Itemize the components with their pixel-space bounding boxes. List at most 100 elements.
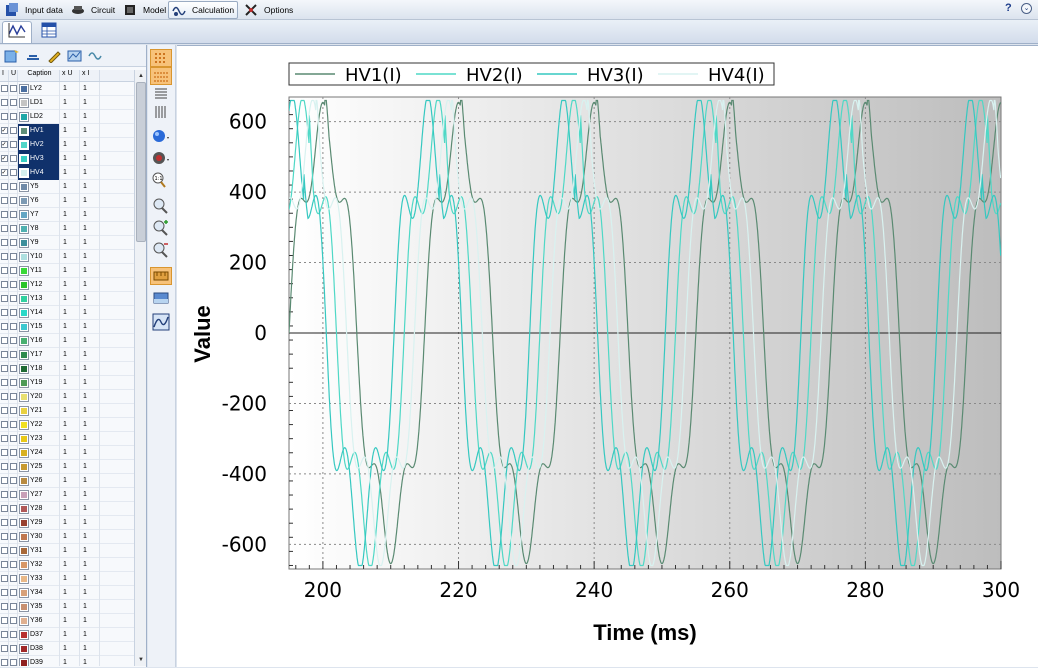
caption-cell[interactable]: Y34 — [18, 585, 60, 600]
scale-i-cell[interactable]: 1 — [80, 417, 100, 432]
scale-u-cell[interactable]: 1 — [60, 277, 80, 292]
current-checkbox[interactable] — [0, 337, 8, 344]
caption-cell[interactable]: Y11 — [18, 263, 60, 278]
voltage-checkbox-cell[interactable] — [9, 501, 18, 516]
voltage-checkbox[interactable] — [9, 617, 17, 624]
zoom-1to1-button[interactable]: 1:1 — [150, 171, 172, 189]
waveform-style-button[interactable] — [87, 48, 105, 64]
current-checkbox-cell[interactable] — [0, 249, 9, 264]
current-checkbox-cell[interactable] — [0, 529, 9, 544]
menu-calculation[interactable]: Calculation — [168, 1, 239, 19]
signal-row[interactable]: D38 1 1 — [0, 641, 134, 656]
current-checkbox-cell[interactable] — [0, 655, 9, 666]
signal-row[interactable]: Y33 1 1 — [0, 571, 134, 586]
voltage-checkbox[interactable] — [9, 477, 17, 484]
voltage-checkbox-cell[interactable] — [9, 361, 18, 376]
scale-i-cell[interactable]: 1 — [80, 221, 100, 236]
color-swatch[interactable] — [19, 335, 29, 346]
scale-i-cell[interactable]: 1 — [80, 515, 100, 530]
scale-u-cell[interactable]: 1 — [60, 487, 80, 502]
scale-u-cell[interactable]: 1 — [60, 557, 80, 572]
current-checkbox-cell[interactable] — [0, 95, 9, 110]
scale-u-cell[interactable]: 1 — [60, 319, 80, 334]
scale-i-cell[interactable]: 1 — [80, 263, 100, 278]
caption-cell[interactable]: Y5 — [18, 179, 60, 194]
current-checkbox[interactable] — [0, 197, 8, 204]
current-checkbox[interactable]: ✓ — [0, 169, 8, 176]
series-line-1[interactable] — [289, 99, 1001, 565]
color-swatch[interactable] — [19, 363, 29, 374]
voltage-checkbox-cell[interactable] — [9, 291, 18, 306]
signal-row[interactable]: Y8 1 1 — [0, 221, 134, 236]
voltage-checkbox-cell[interactable] — [9, 193, 18, 208]
scale-u-cell[interactable]: 1 — [60, 473, 80, 488]
voltage-checkbox[interactable] — [9, 225, 17, 232]
background-button[interactable] — [150, 289, 172, 307]
current-checkbox[interactable] — [0, 519, 8, 526]
col-header-i[interactable]: I — [0, 70, 9, 81]
signal-row[interactable]: ✓ HV4 1 1 — [0, 165, 134, 180]
voltage-checkbox[interactable] — [9, 505, 17, 512]
signal-settings-button[interactable] — [24, 48, 42, 64]
scale-u-cell[interactable]: 1 — [60, 263, 80, 278]
scale-i-cell[interactable]: 1 — [80, 613, 100, 628]
voltage-checkbox-cell[interactable] — [9, 641, 18, 656]
scale-i-cell[interactable]: 1 — [80, 375, 100, 390]
current-checkbox-cell[interactable] — [0, 333, 9, 348]
current-checkbox[interactable] — [0, 449, 8, 456]
scale-u-cell[interactable]: 1 — [60, 641, 80, 656]
voltage-checkbox-cell[interactable] — [9, 403, 18, 418]
current-checkbox[interactable] — [0, 323, 8, 330]
color-swatch[interactable] — [19, 643, 29, 654]
voltage-checkbox[interactable] — [9, 113, 17, 120]
scale-u-cell[interactable]: 1 — [60, 585, 80, 600]
scale-i-cell[interactable]: 1 — [80, 333, 100, 348]
voltage-checkbox-cell[interactable] — [9, 445, 18, 460]
voltage-checkbox[interactable] — [9, 197, 17, 204]
voltage-checkbox[interactable] — [9, 575, 17, 582]
caption-cell[interactable]: LD2 — [18, 109, 60, 124]
scale-i-cell[interactable]: 1 — [80, 431, 100, 446]
current-checkbox[interactable] — [0, 505, 8, 512]
scale-i-cell[interactable]: 1 — [80, 403, 100, 418]
color-swatch[interactable] — [19, 461, 29, 472]
voltage-checkbox-cell[interactable] — [9, 655, 18, 666]
current-checkbox[interactable] — [0, 239, 8, 246]
series-line-3[interactable] — [289, 99, 1001, 567]
scroll-down-arrow-icon[interactable]: ▼ — [138, 657, 144, 663]
scale-i-cell[interactable]: 1 — [80, 585, 100, 600]
scale-u-cell[interactable]: 1 — [60, 235, 80, 250]
scale-i-cell[interactable]: 1 — [80, 347, 100, 362]
scale-i-cell[interactable]: 1 — [80, 627, 100, 642]
voltage-checkbox[interactable] — [9, 533, 17, 540]
voltage-checkbox[interactable] — [9, 85, 17, 92]
current-checkbox-cell[interactable] — [0, 277, 9, 292]
voltage-checkbox-cell[interactable] — [9, 305, 18, 320]
voltage-checkbox[interactable] — [9, 239, 17, 246]
signal-row[interactable]: LY2 1 1 — [0, 82, 134, 96]
caption-cell[interactable]: HV2 — [18, 137, 60, 152]
current-checkbox[interactable] — [0, 351, 8, 358]
voltage-checkbox-cell[interactable] — [9, 613, 18, 628]
caption-cell[interactable]: Y31 — [18, 543, 60, 558]
voltage-checkbox-cell[interactable] — [9, 137, 18, 152]
scale-u-cell[interactable]: 1 — [60, 613, 80, 628]
scale-u-cell[interactable]: 1 — [60, 179, 80, 194]
scale-u-cell[interactable]: 1 — [60, 165, 80, 180]
color-swatch[interactable] — [19, 195, 29, 206]
signal-row[interactable]: D39 1 1 — [0, 655, 134, 666]
signal-row[interactable]: LD1 1 1 — [0, 95, 134, 110]
caption-cell[interactable]: D39 — [18, 655, 60, 666]
signal-row[interactable]: Y15 1 1 — [0, 319, 134, 334]
voltage-checkbox[interactable] — [9, 211, 17, 218]
color-swatch[interactable] — [19, 307, 29, 318]
caption-cell[interactable]: Y33 — [18, 571, 60, 586]
color-swatch[interactable] — [19, 167, 29, 178]
scale-u-cell[interactable]: 1 — [60, 151, 80, 166]
signal-grid-scrollbar[interactable]: ▲ ▼ — [134, 70, 146, 666]
fit-curve-button[interactable] — [150, 313, 172, 331]
voltage-checkbox-cell[interactable] — [9, 151, 18, 166]
target-button[interactable] — [150, 149, 172, 167]
current-checkbox[interactable] — [0, 225, 8, 232]
scale-i-cell[interactable]: 1 — [80, 557, 100, 572]
